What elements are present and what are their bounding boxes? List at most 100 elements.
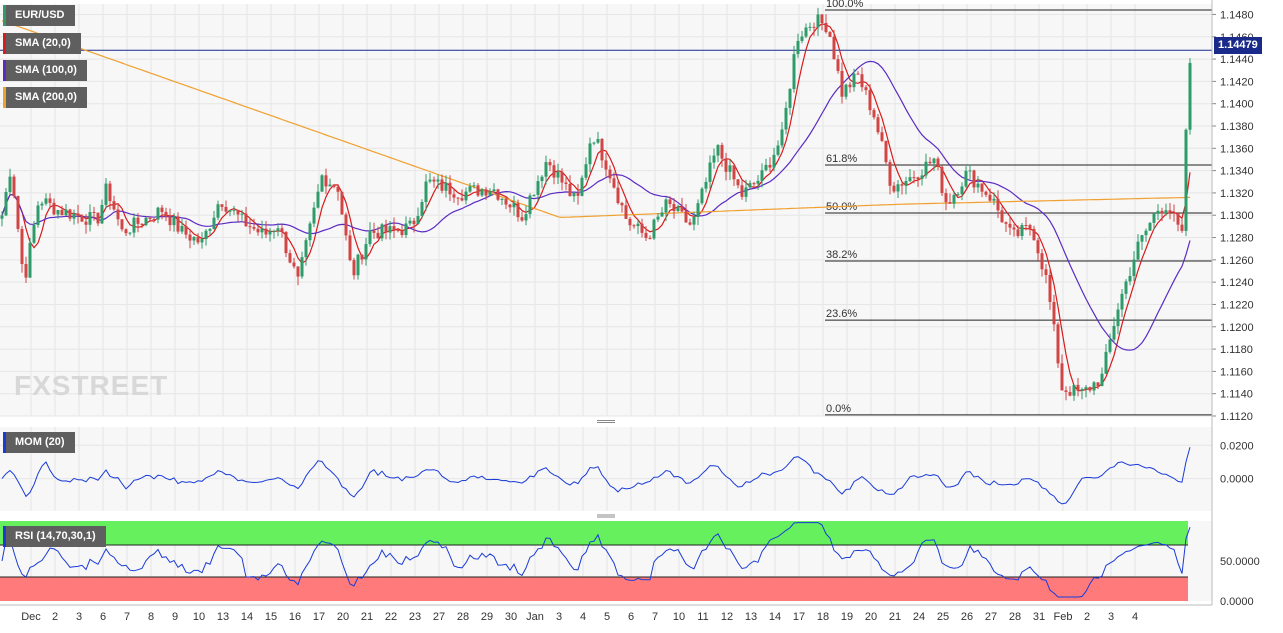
candle-body: [1076, 384, 1080, 391]
price-tick-label: 1.1380: [1220, 121, 1254, 133]
candle-body: [632, 225, 636, 227]
candle-body: [332, 184, 336, 187]
price-tick-label: 1.1220: [1220, 299, 1254, 311]
sma-100-line: [1, 60, 1191, 351]
candle-body: [656, 216, 660, 220]
candle-body: [724, 158, 728, 172]
price-tick-label: 1.1280: [1220, 233, 1254, 245]
candle-body: [996, 198, 1000, 211]
candle-body: [872, 110, 876, 118]
time-tick-label: 10: [193, 611, 205, 623]
candle-body: [76, 213, 80, 216]
price-tick-label: 1.1200: [1220, 322, 1254, 334]
candle-body: [756, 180, 760, 184]
candle-body: [1112, 326, 1116, 340]
candle-body: [788, 89, 792, 108]
price-tick-label: 1.1340: [1220, 166, 1254, 178]
candle-body: [712, 155, 716, 163]
candle-body: [820, 14, 824, 23]
time-tick-label: 21: [361, 611, 373, 623]
candle-body: [804, 27, 808, 37]
candle-body: [336, 186, 340, 192]
candle-body: [384, 224, 388, 233]
candle-body: [140, 223, 144, 225]
candle-body: [448, 182, 452, 195]
legend-sma-20-label: SMA (20,0): [15, 37, 71, 49]
candle-body: [1016, 229, 1020, 237]
candle-body: [576, 192, 580, 196]
candle-body: [1168, 210, 1172, 213]
legend-mom[interactable]: MOM (20): [3, 432, 75, 453]
candle-body: [1160, 210, 1164, 214]
candle-body: [840, 70, 844, 97]
candle-body: [436, 179, 440, 182]
candle-body: [316, 191, 320, 208]
candle-body: [588, 143, 592, 165]
candle-body: [320, 175, 324, 192]
candle-body: [660, 212, 664, 217]
time-tick-label: Jan: [526, 611, 544, 623]
candle-body: [0, 215, 4, 219]
candle-body: [148, 217, 152, 219]
candle-body: [736, 179, 740, 186]
candle-body: [884, 140, 888, 163]
candle-body: [56, 209, 60, 215]
candle-body: [700, 188, 704, 204]
candle-body: [380, 224, 384, 239]
time-tick-label: 14: [769, 611, 781, 623]
candle-body: [608, 169, 612, 179]
candle-body: [904, 181, 908, 186]
candle-body: [744, 187, 748, 197]
candle-body: [500, 198, 504, 200]
candle-body: [1052, 301, 1056, 325]
candle-body: [948, 202, 952, 204]
candle-body: [204, 230, 208, 240]
candle-body: [180, 225, 184, 232]
candle-body: [556, 171, 560, 178]
candle-body: [824, 22, 828, 33]
candle-body: [908, 177, 912, 182]
candle-body: [708, 162, 712, 182]
candle-body: [260, 228, 264, 233]
candle-body: [1184, 129, 1188, 231]
candle-body: [428, 179, 432, 182]
candle-body: [360, 254, 364, 260]
mom-tick-label: 0.0000: [1220, 474, 1254, 486]
candle-body: [832, 36, 836, 60]
candle-body: [1140, 235, 1144, 242]
candle-body: [104, 183, 108, 205]
candle-body: [512, 203, 516, 208]
candle-body: [932, 158, 936, 164]
legend-sma-200-label: SMA (200,0): [15, 91, 77, 103]
candle-body: [472, 185, 476, 187]
candle-body: [208, 228, 212, 231]
candle-body: [1148, 222, 1152, 231]
mom-line: [1, 447, 1191, 505]
candle-body: [1172, 212, 1176, 214]
legend-symbol[interactable]: EUR/USD: [3, 5, 75, 26]
legend-rsi[interactable]: RSI (14,70,30,1): [3, 526, 106, 547]
legend-sma-100[interactable]: SMA (100,0): [3, 60, 87, 81]
candle-body: [452, 194, 456, 198]
candle-body: [100, 204, 104, 224]
candle-body: [92, 211, 96, 213]
fib-level-label: 38.2%: [826, 249, 857, 261]
candle-body: [272, 231, 276, 233]
candle-body: [864, 87, 868, 91]
candle-body: [36, 205, 40, 225]
legend-sma-200[interactable]: SMA (200,0): [3, 87, 87, 108]
legend-sma-20[interactable]: SMA (20,0): [3, 33, 81, 54]
candle-body: [48, 198, 52, 203]
candle-body: [420, 202, 424, 216]
candle-body: [12, 176, 16, 197]
candle-body: [1060, 363, 1064, 391]
candle-body: [188, 234, 192, 241]
candle-body: [628, 218, 632, 226]
candle-body: [232, 209, 236, 211]
candle-body: [492, 189, 496, 192]
candle-body: [196, 237, 200, 243]
candle-body: [532, 194, 536, 196]
time-tick-label: Feb: [1054, 611, 1073, 623]
candle-body: [280, 228, 284, 232]
